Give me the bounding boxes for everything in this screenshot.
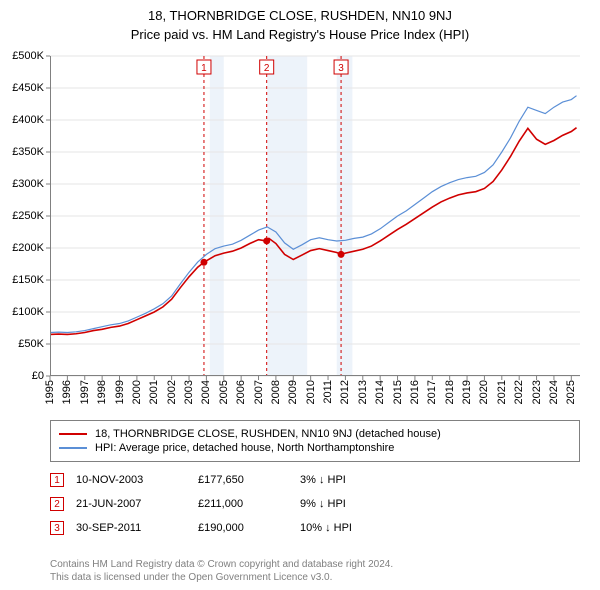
legend-label: HPI: Average price, detached house, Nort… (95, 442, 394, 454)
x-tick-label: 2002 (166, 380, 178, 404)
y-tick-label: £0 (32, 370, 44, 382)
y-tick-label: £200K (12, 242, 44, 254)
x-tick-label: 1998 (96, 380, 108, 404)
x-tick-label: 2003 (183, 380, 195, 404)
x-tick-label: 2001 (148, 380, 160, 404)
sale-hpi-diff: 10% ↓ HPI (300, 522, 420, 534)
x-tick-label: 1995 (44, 380, 56, 404)
legend: 18, THORNBRIDGE CLOSE, RUSHDEN, NN10 9NJ… (50, 420, 580, 462)
sale-marker-icon: 2 (50, 497, 64, 511)
x-tick-label: 1996 (61, 380, 73, 404)
y-tick-label: £100K (12, 306, 44, 318)
x-tick-label: 2010 (305, 380, 317, 404)
x-tick-label: 2017 (426, 380, 438, 404)
sale-hpi-diff: 9% ↓ HPI (300, 498, 420, 510)
legend-label: 18, THORNBRIDGE CLOSE, RUSHDEN, NN10 9NJ… (95, 428, 441, 440)
y-tick-label: £150K (12, 274, 44, 286)
chart-title-line2: Price paid vs. HM Land Registry's House … (0, 23, 600, 48)
sale-row: 3 30-SEP-2011 £190,000 10% ↓ HPI (50, 516, 580, 540)
sale-date: 21-JUN-2007 (76, 498, 186, 510)
chart-title-line1: 18, THORNBRIDGE CLOSE, RUSHDEN, NN10 9NJ (0, 0, 600, 23)
attribution-footer: Contains HM Land Registry data © Crown c… (50, 558, 580, 584)
sale-marker-icon: 1 (50, 473, 64, 487)
x-tick-label: 2023 (531, 380, 543, 404)
x-tick-label: 2022 (513, 380, 525, 404)
sale-price: £177,650 (198, 474, 288, 486)
x-tick-label: 2009 (287, 380, 299, 404)
sale-row: 2 21-JUN-2007 £211,000 9% ↓ HPI (50, 492, 580, 516)
x-tick-label: 2016 (409, 380, 421, 404)
x-tick-label: 2025 (565, 380, 577, 404)
y-tick-label: £350K (12, 146, 44, 158)
y-tick-label: £300K (12, 178, 44, 190)
x-tick-label: 2008 (270, 380, 282, 404)
x-tick-label: 2012 (339, 380, 351, 404)
legend-item: 18, THORNBRIDGE CLOSE, RUSHDEN, NN10 9NJ… (59, 427, 571, 441)
x-tick-label: 2013 (357, 380, 369, 404)
y-axis-labels: £0£50K£100K£150K£200K£250K£300K£350K£400… (0, 56, 48, 376)
x-tick-label: 2007 (253, 380, 265, 404)
x-tick-label: 2015 (392, 380, 404, 404)
sale-marker-icon: 3 (50, 521, 64, 535)
x-tick-label: 2004 (200, 380, 212, 404)
footer-line1: Contains HM Land Registry data © Crown c… (50, 558, 580, 571)
x-tick-label: 2019 (461, 380, 473, 404)
sale-row: 1 10-NOV-2003 £177,650 3% ↓ HPI (50, 468, 580, 492)
chart-plot-area: 123 (50, 56, 580, 376)
x-tick-label: 1997 (79, 380, 91, 404)
y-tick-label: £400K (12, 114, 44, 126)
legend-swatch (59, 433, 87, 435)
x-tick-label: 2011 (322, 380, 334, 404)
x-tick-label: 2020 (478, 380, 490, 404)
y-tick-label: £50K (18, 338, 44, 350)
x-tick-label: 2000 (131, 380, 143, 404)
x-axis-labels: 1995199619971998199920002001200220032004… (50, 378, 580, 418)
footer-line2: This data is licensed under the Open Gov… (50, 571, 580, 584)
y-tick-label: £500K (12, 50, 44, 62)
sale-date: 10-NOV-2003 (76, 474, 186, 486)
x-tick-label: 2014 (374, 380, 386, 404)
x-tick-label: 2006 (235, 380, 247, 404)
x-tick-label: 1999 (114, 380, 126, 404)
sale-price: £211,000 (198, 498, 288, 510)
sales-table: 1 10-NOV-2003 £177,650 3% ↓ HPI 2 21-JUN-2007… (50, 468, 580, 540)
legend-swatch (59, 447, 87, 449)
x-tick-label: 2021 (496, 380, 508, 404)
y-tick-label: £250K (12, 210, 44, 222)
y-tick-label: £450K (12, 82, 44, 94)
x-tick-label: 2005 (218, 380, 230, 404)
sale-date: 30-SEP-2011 (76, 522, 186, 534)
sale-price: £190,000 (198, 522, 288, 534)
x-tick-label: 2024 (548, 380, 560, 404)
legend-item: HPI: Average price, detached house, Nort… (59, 441, 571, 455)
x-tick-label: 2018 (444, 380, 456, 404)
sale-hpi-diff: 3% ↓ HPI (300, 474, 420, 486)
